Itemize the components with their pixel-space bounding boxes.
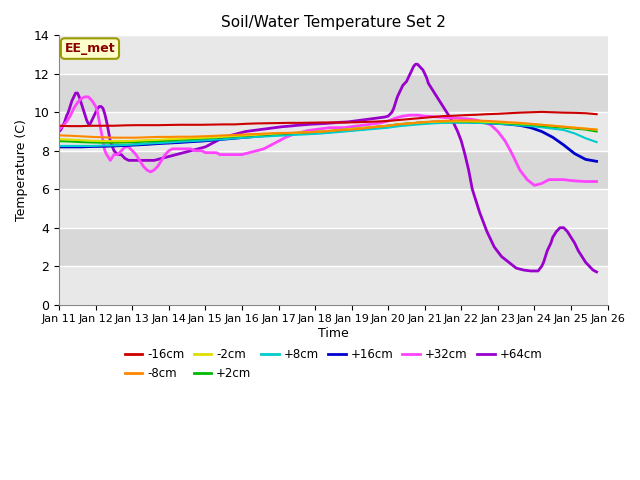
Bar	[59, 189, 607, 228]
Bar	[59, 36, 607, 74]
Legend: -16cm, -8cm, -2cm, +2cm, +8cm, +16cm, +32cm, +64cm: -16cm, -8cm, -2cm, +2cm, +8cm, +16cm, +3…	[120, 344, 547, 385]
Bar	[59, 151, 607, 189]
X-axis label: Time: Time	[318, 327, 349, 340]
Text: EE_met: EE_met	[65, 42, 115, 55]
Title: Soil/Water Temperature Set 2: Soil/Water Temperature Set 2	[221, 15, 446, 30]
Bar	[59, 112, 607, 151]
Bar	[59, 74, 607, 112]
Bar	[59, 228, 607, 266]
Bar	[59, 266, 607, 305]
Y-axis label: Temperature (C): Temperature (C)	[15, 119, 28, 221]
